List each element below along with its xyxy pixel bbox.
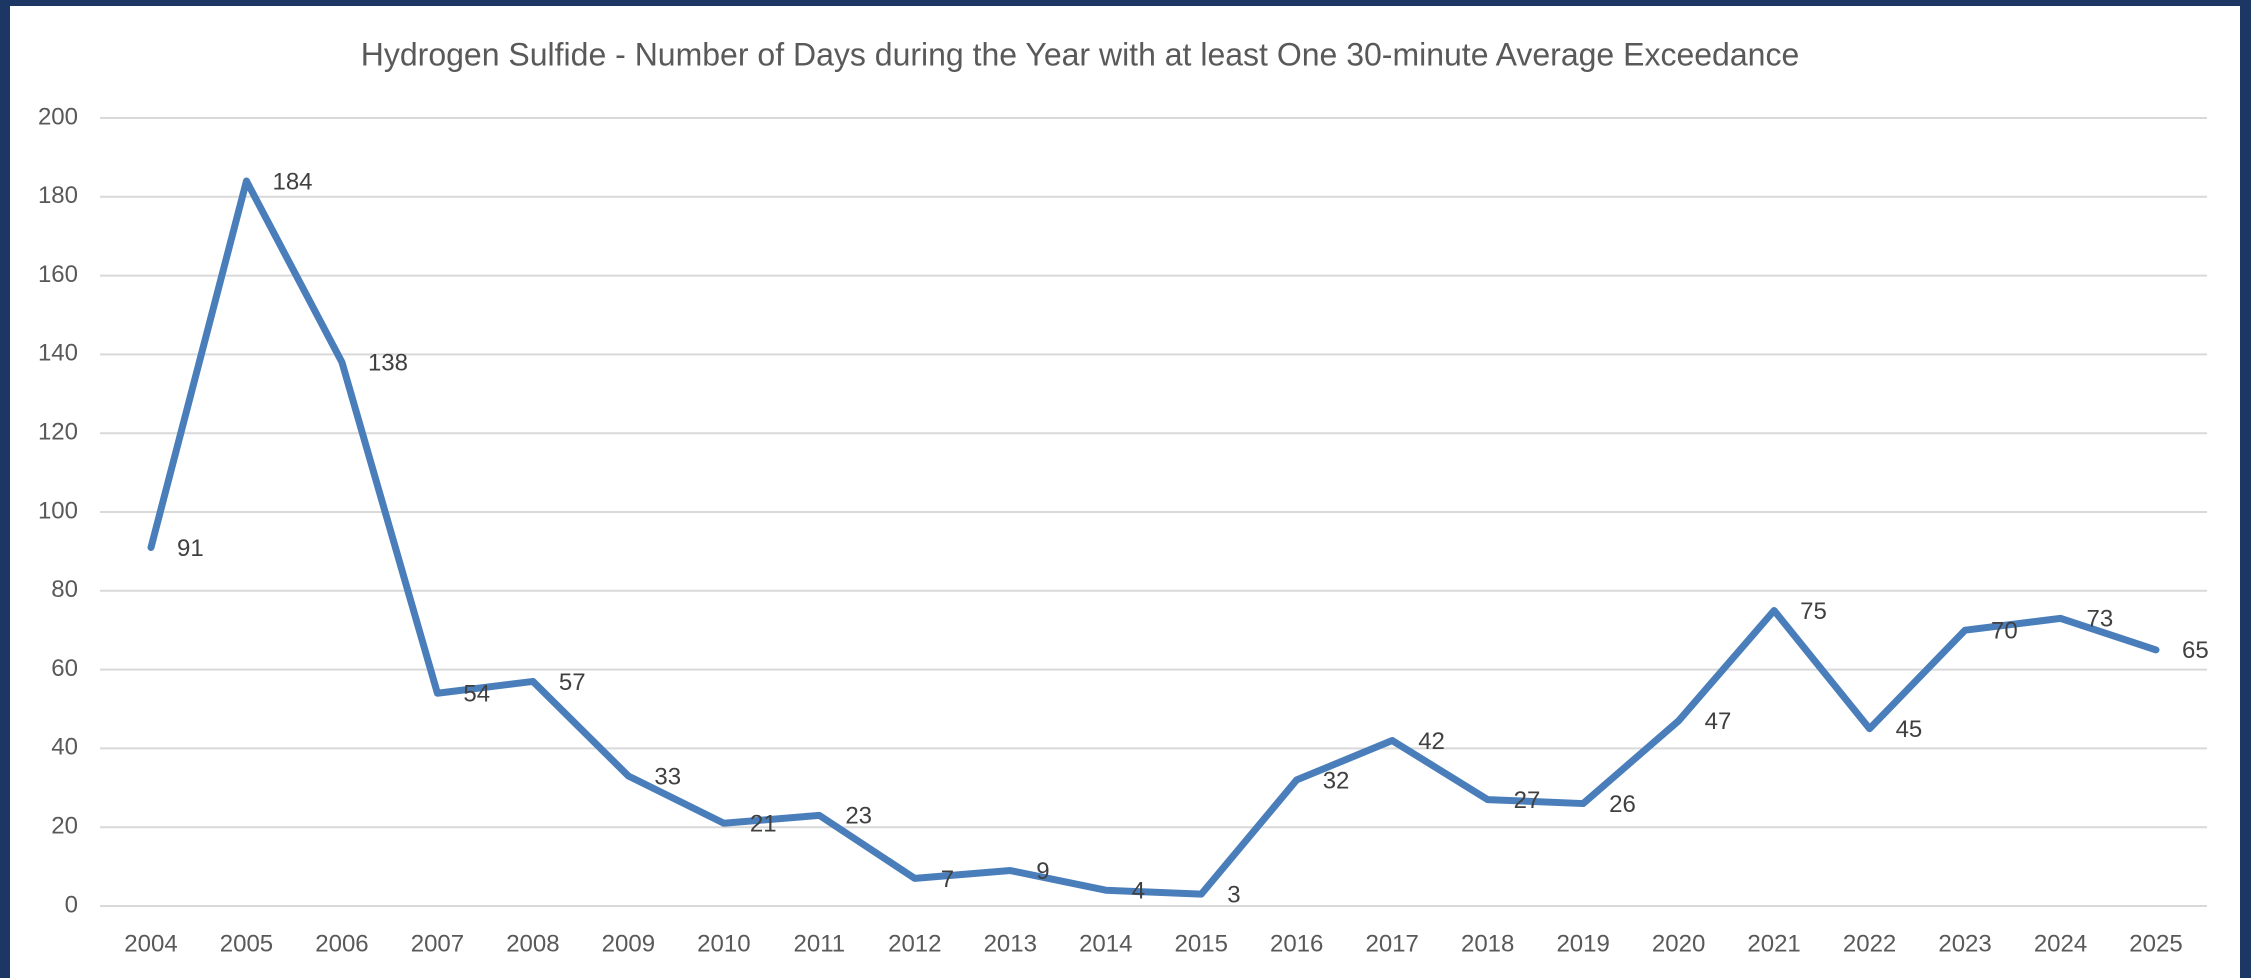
x-tick-label: 2022 xyxy=(1843,930,1896,957)
x-tick-label: 2016 xyxy=(1270,930,1323,957)
y-tick-label: 0 xyxy=(65,891,78,918)
data-label: 47 xyxy=(1705,708,1732,735)
x-tick-label: 2009 xyxy=(602,930,655,957)
data-label: 91 xyxy=(177,535,204,562)
x-tick-label: 2018 xyxy=(1461,930,1514,957)
y-tick-label: 20 xyxy=(51,813,78,840)
data-label: 57 xyxy=(559,669,586,696)
data-label: 42 xyxy=(1418,728,1445,755)
data-label: 23 xyxy=(845,803,872,830)
chart-area xyxy=(10,6,2240,978)
data-label: 3 xyxy=(1227,882,1240,909)
data-label: 9 xyxy=(1036,858,1049,885)
x-tick-label: 2008 xyxy=(506,930,559,957)
y-tick-label: 160 xyxy=(38,261,78,288)
data-label: 45 xyxy=(1896,716,1923,743)
data-label: 70 xyxy=(1991,618,2018,645)
y-tick-label: 200 xyxy=(38,103,78,130)
y-tick-label: 100 xyxy=(38,497,78,524)
data-label: 26 xyxy=(1609,791,1636,818)
y-tick-label: 120 xyxy=(38,419,78,446)
x-tick-label: 2019 xyxy=(1556,930,1609,957)
data-label: 21 xyxy=(750,811,777,838)
data-label: 73 xyxy=(2087,606,2114,633)
x-tick-label: 2013 xyxy=(984,930,1037,957)
x-tick-label: 2006 xyxy=(315,930,368,957)
x-tick-label: 2020 xyxy=(1652,930,1705,957)
data-label: 33 xyxy=(654,763,681,790)
x-tick-label: 2015 xyxy=(1175,930,1228,957)
data-label: 27 xyxy=(1514,787,1541,814)
x-tick-label: 2014 xyxy=(1079,930,1132,957)
chart-title: Hydrogen Sulfide - Number of Days during… xyxy=(361,36,1799,72)
y-tick-label: 40 xyxy=(51,734,78,761)
x-tick-label: 2023 xyxy=(1938,930,1991,957)
y-tick-label: 140 xyxy=(38,340,78,367)
y-tick-label: 80 xyxy=(51,576,78,603)
y-tick-label: 180 xyxy=(38,182,78,209)
x-tick-label: 2010 xyxy=(697,930,750,957)
data-label: 32 xyxy=(1323,767,1350,794)
x-tick-label: 2011 xyxy=(794,930,846,957)
data-label: 138 xyxy=(368,350,408,377)
x-tick-label: 2007 xyxy=(411,930,464,957)
y-tick-label: 60 xyxy=(51,655,78,682)
data-label: 65 xyxy=(2182,637,2209,664)
x-tick-label: 2012 xyxy=(888,930,941,957)
x-tick-label: 2017 xyxy=(1365,930,1418,957)
x-tick-label: 2005 xyxy=(220,930,273,957)
x-tick-label: 2024 xyxy=(2034,930,2087,957)
x-tick-label: 2025 xyxy=(2129,930,2182,957)
x-tick-label: 2004 xyxy=(124,930,177,957)
data-line xyxy=(147,177,2160,898)
data-label: 7 xyxy=(941,866,954,893)
data-label: 54 xyxy=(463,681,490,708)
data-label: 75 xyxy=(1800,598,1827,625)
data-label: 4 xyxy=(1132,878,1145,905)
data-label: 184 xyxy=(272,168,312,195)
x-tick-label: 2021 xyxy=(1747,930,1800,957)
